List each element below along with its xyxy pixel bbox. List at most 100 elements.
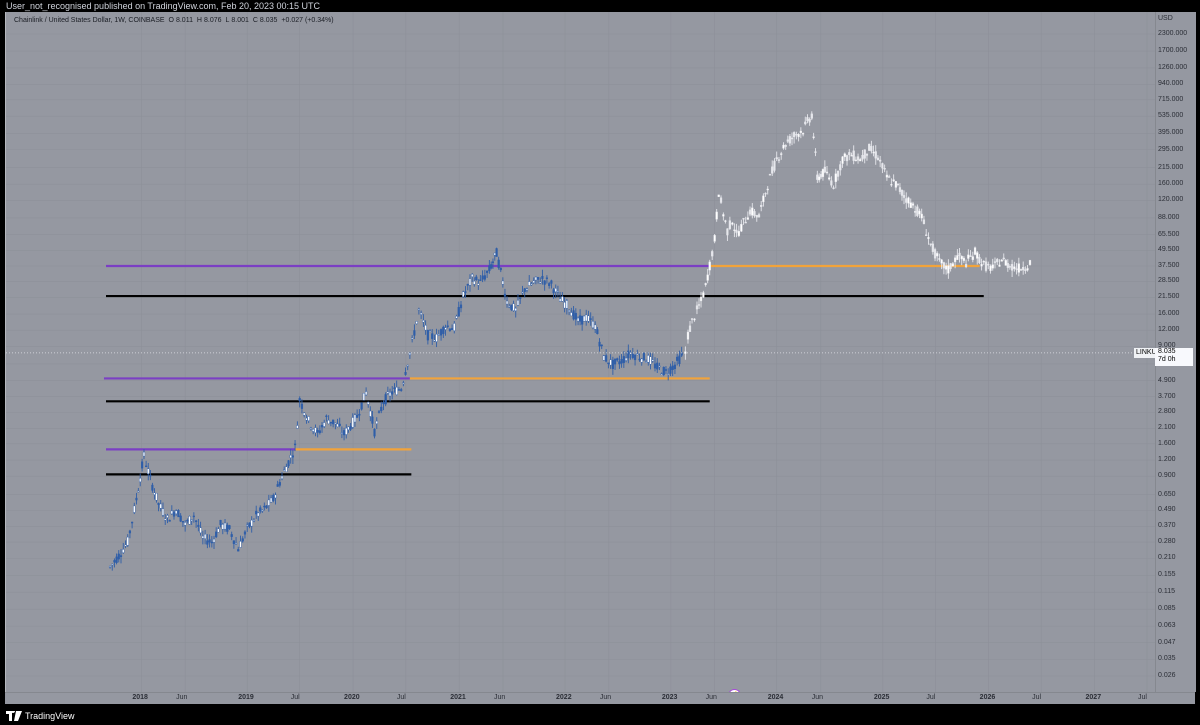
candle-body (384, 394, 387, 405)
candle-body (172, 511, 176, 517)
candle-body (740, 224, 743, 232)
candle-body (636, 353, 639, 356)
candle-body (552, 289, 555, 294)
price-tick-label: 28.500 (1158, 277, 1180, 285)
price-tick-label: 0.370 (1158, 522, 1176, 530)
candle-body (137, 490, 140, 493)
candle-body (481, 275, 484, 280)
candle-body (766, 188, 769, 191)
candle-body (799, 130, 802, 133)
candle-body (347, 426, 350, 430)
level-lines[interactable] (103, 264, 984, 476)
candle-body (676, 356, 679, 361)
time-tick-label: 2020 (344, 694, 360, 701)
candle-body (945, 265, 948, 270)
candle-body (269, 497, 273, 503)
time-axis[interactable]: 2018 Jun 2019 Jul 2020 Jul 2021 Jun 2022 Jun 2023 J… (5, 692, 1195, 705)
candle-body (212, 538, 216, 543)
candle-body (686, 331, 690, 340)
candle-body (157, 502, 160, 505)
candle-body (563, 302, 566, 309)
candle-body (737, 230, 740, 236)
candle-body (839, 164, 842, 171)
candle-body (989, 265, 992, 271)
candle-body (640, 358, 643, 363)
candle-body (810, 113, 813, 119)
candle-body (609, 359, 612, 366)
candle-body (291, 455, 294, 458)
candle-body (828, 177, 831, 180)
candle-body (159, 503, 162, 509)
candle-body (711, 251, 714, 257)
candle-body (388, 392, 392, 397)
candle-body (439, 329, 443, 336)
candle-body (653, 363, 657, 369)
candle-body (876, 157, 880, 161)
candle-body (316, 429, 319, 433)
candle-body (620, 359, 623, 364)
candle-body (1022, 267, 1025, 271)
candle-body (153, 492, 156, 495)
chart-pane[interactable]: Chainlink / United States Dollar, 1W, CO… (5, 12, 1169, 702)
candle-body (424, 325, 427, 331)
candle-body (821, 169, 825, 177)
candle-body (852, 150, 855, 161)
price-axis-currency: USD (1158, 15, 1173, 22)
candle-body (1008, 266, 1011, 268)
tradingview-logo[interactable]: TradingView (6, 707, 75, 725)
candle-body (771, 166, 774, 174)
candle-body (898, 187, 902, 192)
candle-body (147, 468, 150, 474)
candle-body (735, 229, 738, 233)
candle-body (108, 566, 112, 568)
candle-body (431, 333, 434, 339)
candle-body (980, 263, 983, 267)
candle-body (642, 352, 646, 361)
candle-body (874, 151, 877, 159)
candle-body (237, 549, 240, 552)
candle-body (905, 198, 908, 203)
candle-body (493, 252, 496, 256)
symbol-legend[interactable]: Chainlink / United States Dollar, 1W, CO… (14, 17, 336, 24)
candle-body (250, 519, 253, 527)
candle-body (340, 432, 343, 434)
candle-body (548, 283, 551, 286)
candle-body (808, 119, 811, 123)
candle-body (624, 357, 628, 361)
bar-countdown: 7d 0h (1158, 355, 1176, 363)
legend-low: 8.001 (231, 17, 249, 24)
candle-body (525, 288, 529, 291)
candle-body (579, 315, 582, 322)
candle-body (777, 159, 781, 161)
candle-body (307, 416, 310, 421)
candle-body (1024, 269, 1027, 271)
candle-body (435, 334, 438, 342)
candle-body (755, 215, 758, 218)
candle-body (699, 296, 703, 302)
last-price-badge: 8.035 7d 0h (1155, 347, 1193, 366)
candle-body (865, 153, 869, 156)
candle-body (365, 391, 368, 396)
candle-body (192, 515, 195, 518)
candle-body (918, 210, 921, 215)
candle-body (462, 291, 465, 297)
candle-body (843, 153, 846, 158)
candle-body (559, 298, 562, 302)
price-tick-label: 9.000 (1158, 342, 1176, 350)
candle-body (338, 423, 341, 426)
candle-body (312, 429, 315, 432)
candle-body (415, 321, 418, 324)
candle-body (780, 153, 783, 155)
candle-body (748, 209, 752, 215)
price-chart[interactable] (6, 12, 1156, 692)
grid (6, 12, 1156, 692)
candle-body (1017, 263, 1020, 273)
candle-body (411, 337, 414, 340)
candle-body (177, 510, 180, 518)
candle-body (318, 430, 321, 433)
legend-symbol[interactable]: Chainlink / United States Dollar, 1W, CO… (14, 17, 165, 24)
candle-body (962, 257, 965, 261)
candle-body (309, 427, 313, 430)
candle-body (243, 531, 247, 535)
candle-body (508, 306, 511, 308)
